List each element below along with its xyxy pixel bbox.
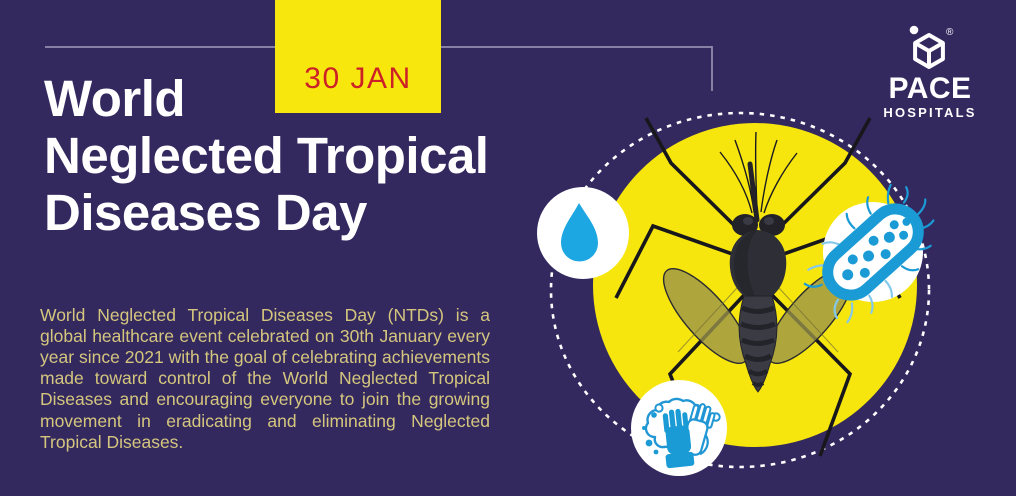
parasite-spots (842, 217, 911, 281)
vertical-connector-line (711, 46, 713, 91)
hospital-logo: ® PACE HOSPITALS (865, 25, 995, 120)
hospital-logo-brand: PACE (888, 72, 972, 105)
title-line-2: Neglected Tropical (44, 127, 489, 184)
date-badge-label: 30 JAN (304, 62, 412, 95)
mosquito-head (732, 214, 785, 236)
title-line-1: World (44, 70, 186, 127)
description-paragraph: World Neglected Tropical Diseases Day (N… (40, 304, 490, 452)
mosquito-abdomen (738, 295, 778, 393)
mosquito-antennae (719, 131, 798, 214)
hospital-logo-subtitle: HOSPITALS (883, 105, 977, 120)
page-title: World Neglected Tropical Diseases Day (44, 70, 489, 241)
front-hand-solid (662, 408, 695, 469)
parasite-body (822, 203, 924, 301)
water-drop-icon (561, 203, 598, 262)
mosquito-thorax-shade (734, 230, 758, 302)
dashed-orbit-circle (549, 111, 931, 469)
hospital-logo-mark: ® (909, 25, 954, 69)
title-line-3: Diseases Day (44, 184, 367, 241)
parasite-icon (803, 183, 935, 324)
mosquito-proboscis (747, 161, 760, 223)
registered-mark: ® (946, 27, 954, 38)
parasite-cilia-light (807, 241, 893, 324)
hand-washing-icon (642, 397, 721, 469)
date-badge: 30 JAN (275, 0, 441, 113)
